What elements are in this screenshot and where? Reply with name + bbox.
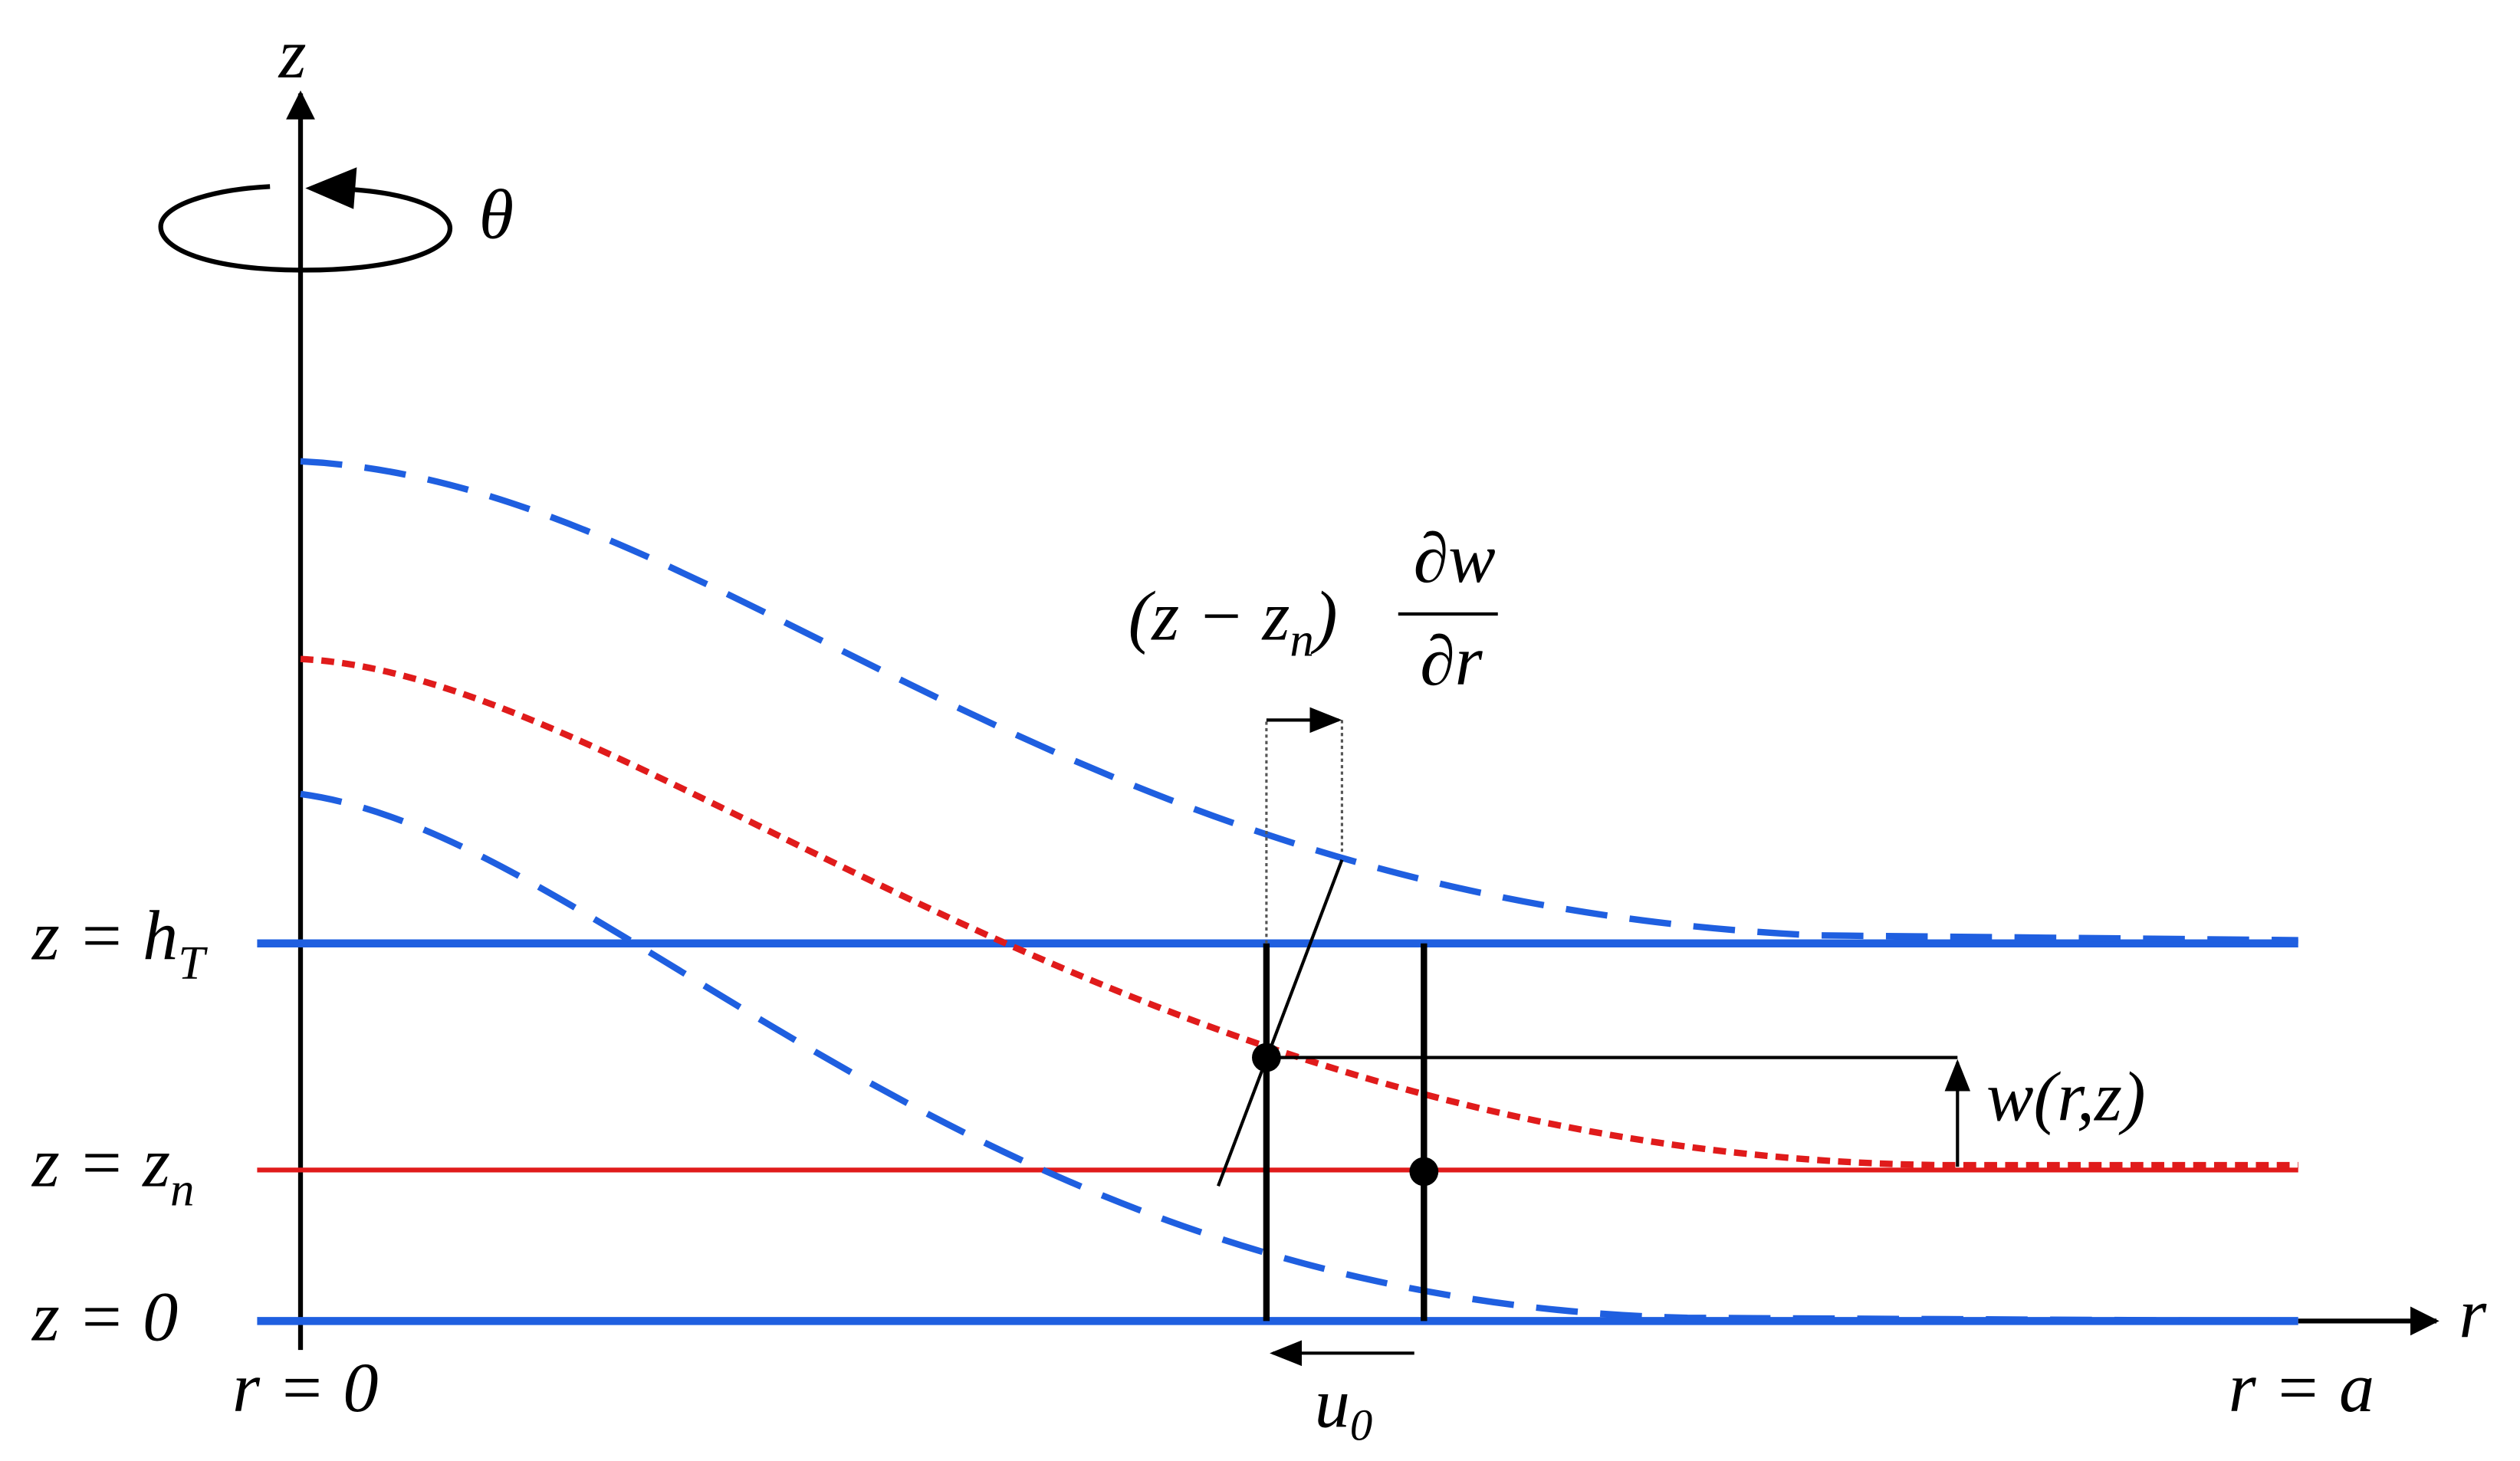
- original-point: [1409, 1157, 1439, 1187]
- displacement-label: u0: [1315, 1364, 1372, 1450]
- left-end-label: r = 0: [232, 1348, 378, 1427]
- neutral-level-main: z = z: [31, 1123, 170, 1201]
- rotation-term: (z − zn): [1129, 577, 1338, 667]
- neutral-level-label: z = zn: [31, 1123, 195, 1216]
- neutral-level-sub: n: [170, 1162, 194, 1216]
- right-end-label: r = a: [2229, 1348, 2374, 1427]
- rotation-term-open: (z − z: [1129, 577, 1290, 655]
- deformed-neutral: [300, 655, 2298, 1169]
- displacement-main: u: [1315, 1364, 1350, 1443]
- rotation-arrow: [305, 167, 357, 209]
- deformed-bottom: [300, 790, 2298, 1325]
- fraction-numerator: ∂w: [1414, 519, 1496, 597]
- deformed-top: [300, 458, 2298, 944]
- r-axis-label: r: [2459, 1274, 2487, 1352]
- fraction-denominator: ∂r: [1420, 622, 1483, 700]
- displacement-sub: 0: [1350, 1400, 1372, 1450]
- z-axis-label: z: [278, 15, 307, 93]
- theta-label: θ: [479, 175, 514, 253]
- top-level-sub: T: [178, 936, 208, 990]
- rotation-loop: [158, 184, 453, 273]
- rotated-normal: [1217, 859, 1344, 1187]
- top-level-label: z = hT: [31, 897, 208, 990]
- rotation-term-sub: n: [1290, 613, 1313, 667]
- top-level-main: z = h: [31, 897, 178, 975]
- rotation-term-close: ): [1310, 577, 1338, 655]
- offset-guide: [1265, 720, 1343, 944]
- bottom-level-label: z = 0: [31, 1278, 178, 1356]
- deflection-label: w(r,z): [1986, 1057, 2146, 1135]
